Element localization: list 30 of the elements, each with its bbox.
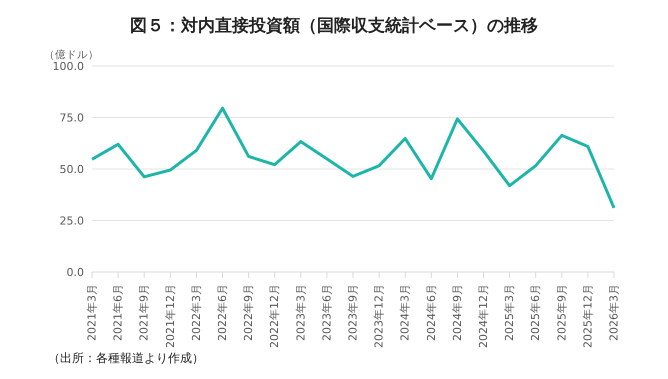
line-series <box>90 106 616 210</box>
x-tick-label: 2024年9月 <box>450 284 464 341</box>
x-tick-label: 2025年3月 <box>503 284 516 341</box>
x-tick-label: 2024年6月 <box>424 284 438 341</box>
y-tick-label: 100.0 <box>52 60 84 73</box>
y-tick-label: 50.0 <box>60 162 84 176</box>
x-tick-label: 2022年3月 <box>190 284 203 341</box>
x-tick-label: 2021年6月 <box>112 284 125 341</box>
x-tick-label: 2021年9月 <box>138 284 151 341</box>
x-tick-label: 2022年12月 <box>268 284 282 348</box>
x-tick-label: 2026年3月 <box>608 284 620 341</box>
x-tick-label: 2021年3月 <box>86 284 98 341</box>
x-tick-label: 2023年6月 <box>320 284 334 341</box>
x-tick-label: 2025年6月 <box>529 284 542 341</box>
chart-title: 図５：対内直接投資額（国際収支統計ベース）の推移 <box>129 15 539 37</box>
x-tick-label: 2022年9月 <box>242 284 256 341</box>
x-tick-label: 2021年12月 <box>164 284 177 348</box>
text: （出所：各種報道より作成） <box>48 350 204 367</box>
y-axis-title: （億ドル） <box>44 48 99 62</box>
x-tick-label: 2024年3月 <box>398 284 412 341</box>
x-tick-label: 2025年9月 <box>555 284 568 341</box>
x-tick-label: 2023年9月 <box>346 284 360 341</box>
x-tick-label: 2023年3月 <box>294 284 308 341</box>
x-tick-label: 2025年12月 <box>581 284 594 348</box>
x-tick-label: 2023年12月 <box>372 284 386 348</box>
x-tick-label: 2024年12月 <box>477 284 490 348</box>
x-tick-label: 2022年6月 <box>216 284 229 341</box>
y-tick-label: 25.0 <box>60 214 84 228</box>
y-tick-label: 0.0 <box>66 266 84 279</box>
y-tick-label: 75.0 <box>60 111 84 124</box>
